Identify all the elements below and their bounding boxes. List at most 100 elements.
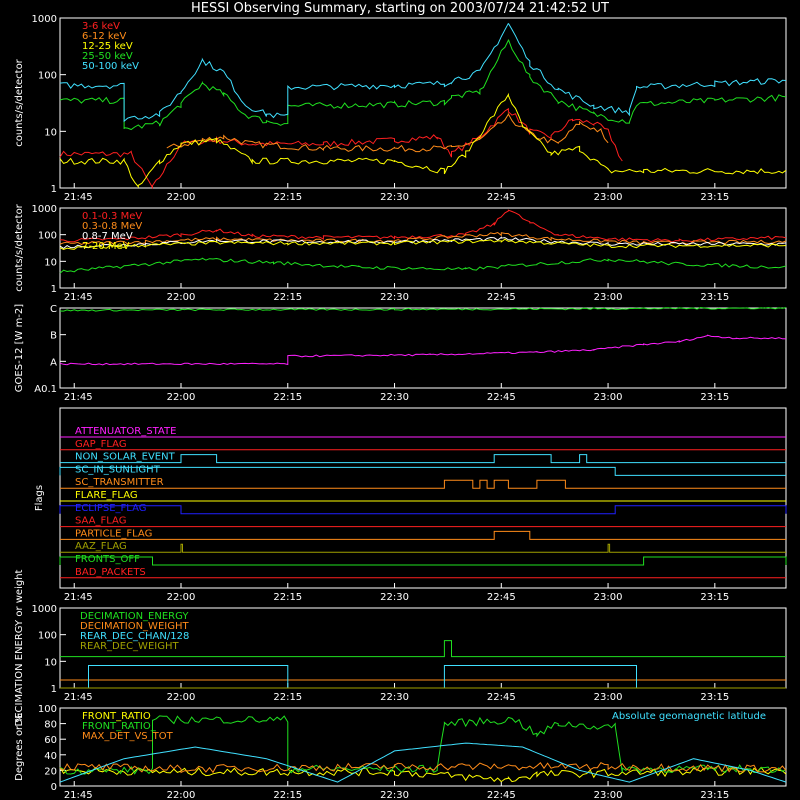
flag-line (60, 479, 786, 489)
panel-frame (59, 17, 787, 189)
x-tick-label: 22:00 (167, 592, 196, 603)
x-tick-label: 23:15 (700, 790, 729, 800)
x-tick-label: 22:00 (167, 192, 196, 203)
y-tick-label: 1 (51, 284, 57, 295)
series-line (59, 742, 787, 783)
y-tick-label: 40 (44, 751, 57, 762)
series-line (59, 334, 787, 366)
x-tick-label: 22:00 (167, 692, 196, 703)
x-tick-label: 21:45 (64, 790, 93, 800)
legend-entry: 0.1-0.3 MeV (82, 211, 142, 222)
x-tick-label: 22:45 (487, 692, 516, 703)
y-tick-label: 10 (44, 257, 57, 268)
x-tick-label: 23:15 (700, 192, 729, 203)
x-tick-label: 23:15 (700, 592, 729, 603)
legend-entry: REAR_DEC_CHAN/128 (80, 631, 189, 642)
legend-entry: 3-6 keV (82, 21, 120, 32)
flag-label: SC_TRANSMITTER (75, 477, 164, 488)
x-tick-label: 22:30 (380, 592, 409, 603)
x-tick-label: 22:30 (380, 392, 409, 403)
panel-frame (59, 707, 787, 787)
series-line (59, 39, 787, 131)
legend-entry: 50-100 keV (82, 61, 139, 72)
flag-label: SC_IN_SUNLIGHT (75, 464, 161, 475)
x-tick-label: 23:00 (594, 592, 623, 603)
x-tick-label: 23:00 (594, 692, 623, 703)
y-tick-label: 100 (38, 231, 57, 242)
x-tick-label: 23:00 (594, 790, 623, 800)
legend-entry: 7-20 MeV (82, 241, 130, 252)
x-tick-label: 22:45 (487, 790, 516, 800)
series-line (59, 238, 787, 251)
panel-frame (59, 307, 787, 389)
series-line (59, 23, 787, 123)
flag-label: GAP_FLAG (75, 439, 127, 450)
y-tick-label: 100 (38, 71, 57, 82)
x-tick-label: 21:45 (64, 692, 93, 703)
y-axis-label: counts/s/detector (14, 58, 25, 146)
legend-entry: DECIMATION_ENERGY (80, 611, 189, 622)
flag-label: BAD_PACKETS (75, 567, 146, 578)
legend-entry: DECIMATION_WEIGHT (80, 621, 189, 632)
flag-line (59, 505, 787, 515)
legend-entry: 0.3-0.8 MeV (82, 221, 142, 232)
legend-entry: 12-25 keV (82, 41, 133, 52)
flag-label: ECLIPSE_FLAG (75, 503, 146, 514)
flag-label: FLARE_FLAG (75, 490, 138, 501)
series-line (59, 715, 787, 775)
x-tick-label: 22:30 (380, 292, 409, 303)
y-axis-label: Degrees or % (14, 713, 25, 781)
chart-title: HESSI Observing Summary, starting on 200… (191, 1, 609, 16)
x-tick-label: 21:45 (64, 292, 93, 303)
flag-label: ATTENUATOR_STATE (75, 426, 176, 437)
series-line (59, 92, 787, 189)
series-line (59, 762, 787, 774)
y-tick-label: 100 (38, 631, 57, 642)
y-axis-label: DECIMATION ENERGY or weight (14, 569, 25, 726)
y-axis-label: Flags (34, 485, 45, 511)
flag-label: FRONTS_OFF (75, 554, 140, 565)
x-tick-label: 21:45 (64, 192, 93, 203)
flag-line (59, 556, 787, 566)
x-tick-label: 23:15 (700, 292, 729, 303)
x-tick-label: 22:15 (273, 392, 302, 403)
panel-frame (59, 407, 787, 589)
series-line (60, 640, 786, 658)
flag-line (60, 454, 786, 464)
y-tick-label: 60 (44, 735, 57, 746)
y-tick-label: 80 (44, 720, 57, 731)
annotation-label: Absolute geomagnetic latitude (612, 711, 766, 722)
flag-label: AAZ_FLAG (75, 541, 127, 552)
series-line (60, 665, 786, 689)
y-tick-label: 100 (38, 704, 57, 715)
flag-line (60, 530, 786, 540)
y-tick-label: 10 (44, 127, 57, 138)
panel-frame (59, 207, 787, 289)
y-tick-label: 1000 (32, 14, 57, 25)
legend-entry: FRONT_RATIO (82, 711, 151, 722)
x-tick-label: 22:45 (487, 592, 516, 603)
x-tick-label: 22:45 (487, 392, 516, 403)
x-tick-label: 22:00 (167, 392, 196, 403)
legend-entry: MAX_DET_VS_TOT (82, 731, 174, 742)
x-tick-label: 23:00 (594, 292, 623, 303)
flag-line (60, 543, 786, 553)
series-line (59, 209, 787, 243)
y-axis-label: counts/s/detector (14, 203, 25, 291)
series-line (166, 112, 609, 153)
x-tick-label: 23:15 (700, 392, 729, 403)
x-tick-label: 22:30 (380, 192, 409, 203)
series-line (59, 766, 787, 783)
y-tick-label: B (50, 331, 57, 342)
flag-label: NON_SOLAR_EVENT (75, 452, 176, 463)
x-tick-label: 23:15 (700, 692, 729, 703)
x-tick-label: 22:45 (487, 292, 516, 303)
flag-line (59, 466, 786, 476)
x-tick-label: 23:00 (594, 392, 623, 403)
flag-label: SAA_FLAG (75, 516, 126, 527)
y-axis-label: GOES-12 [W m-2] (14, 304, 25, 392)
y-tick-label: 1000 (32, 204, 57, 215)
series-line (59, 257, 787, 274)
series-line (59, 231, 787, 245)
